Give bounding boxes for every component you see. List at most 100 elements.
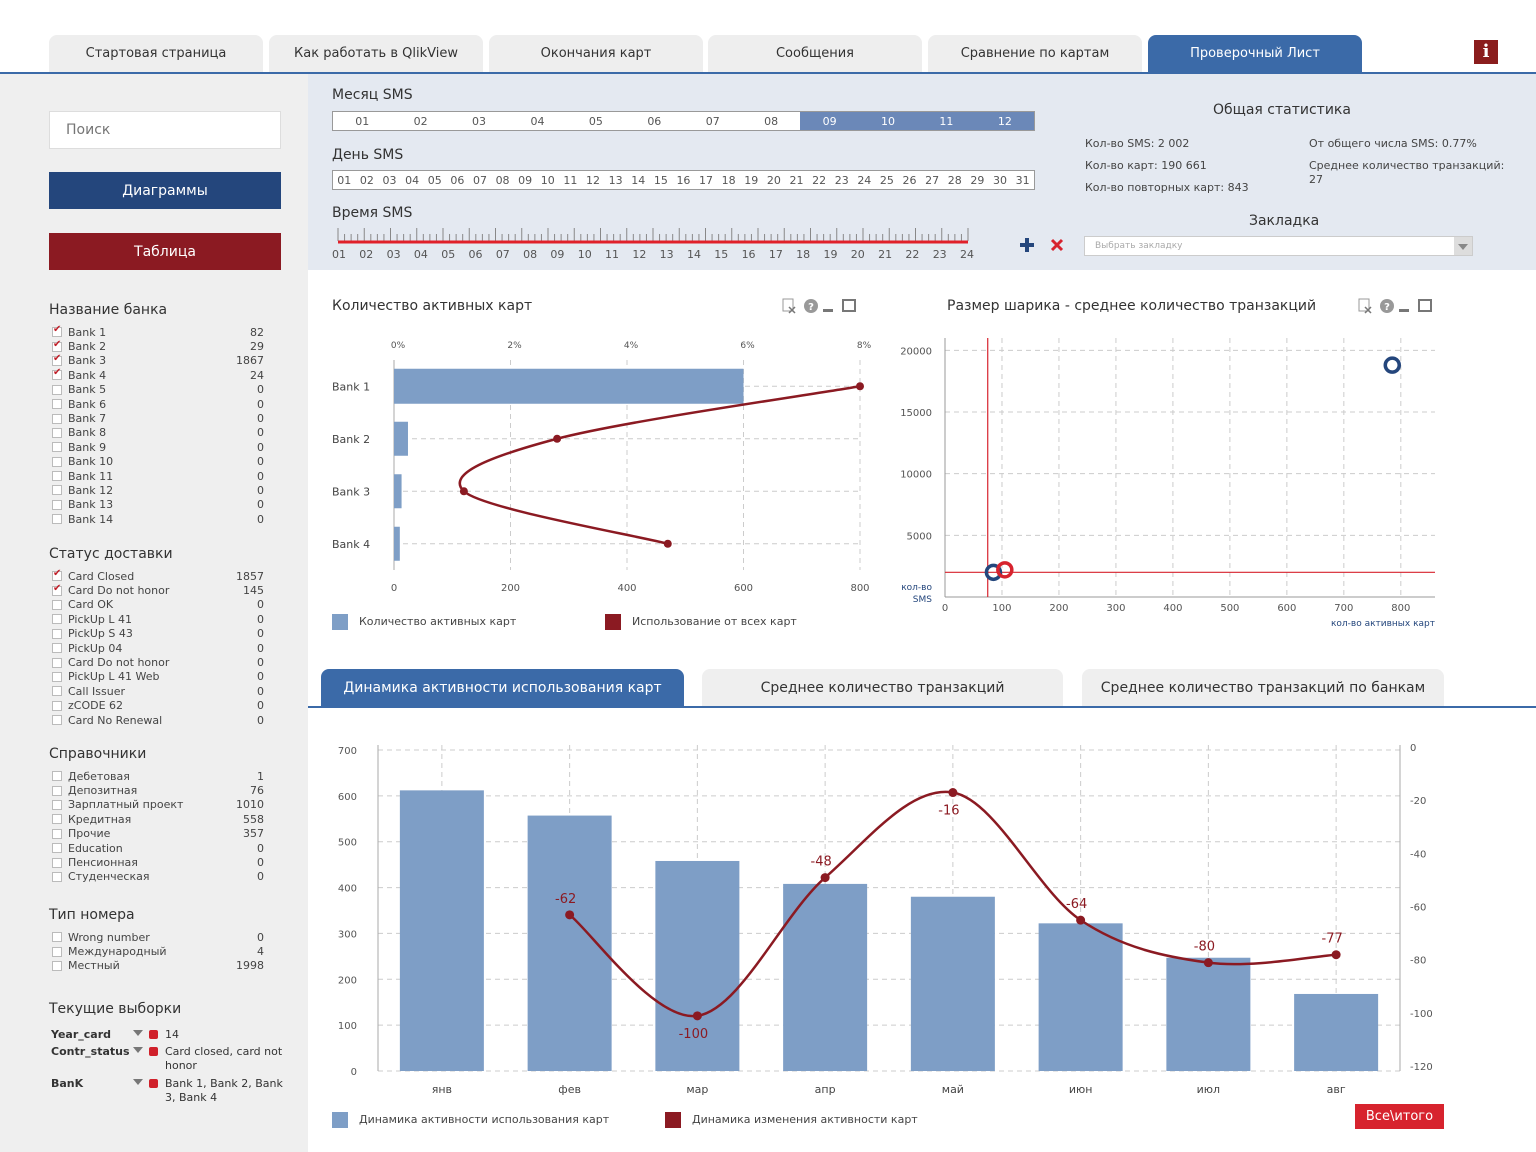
maximize-icon[interactable] [1418, 299, 1432, 312]
list-item[interactable]: Местный 1998 [52, 959, 264, 973]
checkbox-icon[interactable] [52, 700, 62, 711]
checkbox-icon[interactable] [52, 485, 62, 496]
list-item[interactable]: Card Do not honor 0 [52, 655, 264, 669]
filter-cell[interactable]: 10 [858, 112, 918, 130]
list-item[interactable]: Bank 5 0 [52, 383, 264, 397]
filter-cell[interactable]: 11 [917, 112, 976, 130]
minimize-icon[interactable] [1399, 309, 1409, 312]
list-item[interactable]: Зарплатный проект 1010 [52, 798, 264, 812]
list-item[interactable]: PickUp 04 0 [52, 641, 264, 655]
tab-messages[interactable]: Сообщения [708, 35, 922, 72]
list-item[interactable]: Bank 2 29 [52, 339, 264, 353]
all-total-button[interactable]: Все\итого [1355, 1104, 1444, 1129]
filter-cell[interactable]: 02 [413, 114, 428, 128]
time-slider[interactable]: 01 02 03 04 05 06 07 08 09 10 11 12 13 14 15 16 17 18 19 20… [328, 224, 978, 264]
list-item[interactable]: Wrong number 0 [52, 930, 264, 944]
list-item[interactable]: Call Issuer 0 [52, 684, 264, 698]
search-input[interactable] [49, 111, 281, 149]
diagrams-button[interactable]: Диаграммы [49, 172, 281, 209]
checkbox-icon[interactable] [52, 946, 62, 957]
list-item[interactable]: Bank 12 0 [52, 483, 264, 497]
checkbox-icon[interactable] [52, 471, 62, 482]
tab-activity-dynamics[interactable]: Динамика активности использования карт [321, 669, 684, 706]
list-item[interactable]: Студенческая 0 [52, 870, 264, 884]
filter-cell[interactable]: 21 [789, 173, 804, 187]
checkbox-icon[interactable] [52, 657, 62, 668]
bookmark-select[interactable]: Выбрать закладку [1084, 236, 1473, 256]
list-item[interactable]: Card No Renewal 0 [52, 713, 264, 727]
list-item[interactable]: Bank 10 0 [52, 455, 264, 469]
list-item[interactable]: Bank 8 0 [52, 426, 264, 440]
filter-cell[interactable]: 04 [530, 114, 545, 128]
list-item[interactable]: PickUp L 41 Web 0 [52, 670, 264, 684]
checkbox-icon[interactable] [52, 843, 62, 854]
list-item[interactable]: Международный 4 [52, 944, 264, 958]
filter-cell[interactable]: 26 [902, 173, 917, 187]
filter-cell[interactable]: 03 [382, 173, 397, 187]
dropdown-arrow-icon[interactable] [133, 1079, 143, 1085]
filter-cell[interactable]: 12 [586, 173, 600, 187]
tab-start-page[interactable]: Стартовая страница [49, 35, 263, 72]
checkbox-icon[interactable] [52, 384, 62, 395]
filter-cell[interactable]: 10 [540, 173, 555, 187]
filter-cell[interactable]: 23 [834, 173, 849, 187]
checkbox-icon[interactable] [52, 857, 62, 868]
filter-cell[interactable]: 31 [1015, 173, 1030, 187]
dropdown-arrow-icon[interactable] [133, 1030, 143, 1036]
filter-cell[interactable]: 05 [427, 173, 442, 187]
checkbox-icon[interactable] [52, 960, 62, 971]
list-item[interactable]: Депозитная 76 [52, 783, 264, 797]
filter-cell[interactable]: 09 [518, 173, 533, 187]
checkbox-icon[interactable] [52, 871, 62, 882]
list-item[interactable]: PickUp L 41 0 [52, 612, 264, 626]
list-item[interactable]: Bank 13 0 [52, 498, 264, 512]
filter-cell[interactable]: 29 [970, 173, 985, 187]
checkbox-icon[interactable] [52, 399, 62, 410]
checkbox-icon[interactable] [52, 828, 62, 839]
checkbox-icon[interactable] [52, 814, 62, 825]
list-item[interactable]: Bank 7 0 [52, 411, 264, 425]
checkbox-checked-icon[interactable] [52, 367, 62, 381]
checkbox-icon[interactable] [52, 442, 62, 453]
filter-cell[interactable]: 27 [925, 173, 940, 187]
list-item[interactable]: Bank 1 82 [52, 324, 264, 339]
checkbox-icon[interactable] [52, 413, 62, 424]
info-icon[interactable]: i [1474, 40, 1498, 64]
list-item[interactable]: Дебетовая 1 [52, 769, 264, 783]
filter-cell[interactable]: 07 [472, 173, 487, 187]
filter-cell[interactable]: 04 [405, 173, 420, 187]
checkbox-icon[interactable] [52, 643, 62, 654]
maximize-icon[interactable] [842, 299, 856, 312]
filter-cell[interactable]: 19 [744, 173, 759, 187]
tab-card-comparison[interactable]: Сравнение по картам [928, 35, 1142, 72]
filter-cell[interactable]: 13 [608, 173, 623, 187]
tab-how-to[interactable]: Как работать в QlikView [269, 35, 483, 72]
checkbox-icon[interactable] [52, 785, 62, 796]
checkbox-checked-icon[interactable] [52, 353, 62, 366]
help-icon[interactable]: ? [804, 299, 818, 313]
list-item[interactable]: Bank 3 1867 [52, 353, 264, 368]
checkbox-icon[interactable] [52, 628, 62, 639]
list-item[interactable]: Bank 6 0 [52, 397, 264, 411]
list-item[interactable]: Bank 11 0 [52, 469, 264, 483]
checkbox-icon[interactable] [52, 932, 62, 943]
checkbox-icon[interactable] [52, 427, 62, 438]
filter-cell[interactable]: 08 [764, 114, 779, 128]
filter-cell[interactable]: 24 [857, 173, 872, 187]
checkbox-checked-icon[interactable] [52, 339, 62, 352]
filter-cell[interactable]: 18 [721, 173, 736, 187]
filter-cell[interactable]: 06 [647, 114, 662, 128]
filter-cell[interactable]: 08 [495, 173, 510, 187]
filter-cell[interactable]: 01 [337, 173, 352, 187]
minimize-icon[interactable] [823, 309, 833, 312]
checkbox-icon[interactable] [52, 614, 62, 625]
checkbox-icon[interactable] [52, 715, 62, 726]
checkbox-icon[interactable] [52, 799, 62, 810]
list-item[interactable]: PickUp S 43 0 [52, 627, 264, 641]
filter-cell[interactable]: 30 [992, 173, 1007, 187]
dropdown-arrow-icon[interactable] [133, 1047, 143, 1053]
list-item[interactable]: Bank 9 0 [52, 440, 264, 454]
filter-cell[interactable]: 09 [800, 112, 859, 130]
list-item[interactable]: Пенсионная 0 [52, 855, 264, 869]
table-button[interactable]: Таблица [49, 233, 281, 270]
